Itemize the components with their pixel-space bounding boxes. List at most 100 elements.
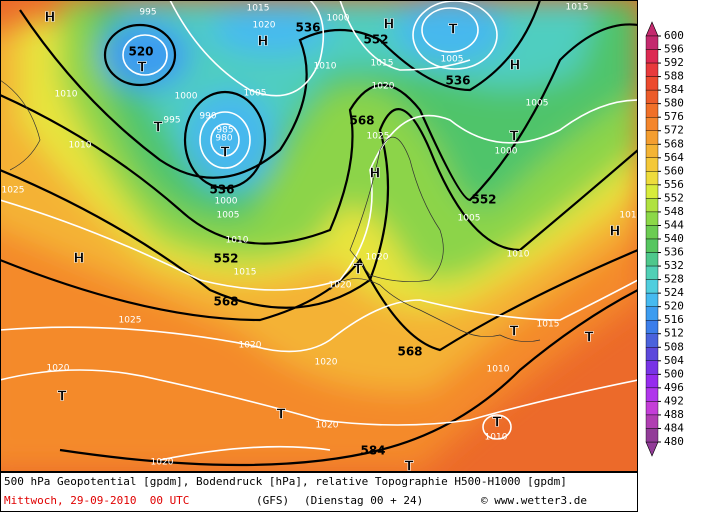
colorbar-label: 536 (664, 246, 684, 259)
map-label: 995 (139, 8, 156, 18)
colorbar-label: 484 (664, 421, 684, 434)
colorbar-label: 580 (664, 97, 684, 110)
map-label: 536 (295, 21, 320, 35)
colorbar-cap (645, 21, 659, 37)
colorbar-swatch (645, 387, 659, 402)
map-label: 1015 (247, 4, 270, 14)
map-label: 1005 (458, 214, 481, 224)
map-label: 990 (199, 112, 216, 122)
geopotential-contours (0, 0, 638, 467)
map-label: 985 (216, 126, 233, 136)
map-label: T (221, 146, 230, 161)
colorbar-swatch (645, 211, 659, 226)
map-label: T (138, 61, 147, 76)
map-label: 1020 (366, 253, 389, 263)
colorbar-swatch (645, 49, 659, 64)
map-label: 1015 (566, 3, 589, 13)
map-label: T (405, 460, 414, 474)
map-label: 1020 (316, 421, 339, 431)
caption-date: Mittwoch, 29-09-2010 00 UTC (4, 494, 190, 507)
colorbar-swatch (645, 103, 659, 118)
map-label: H (258, 35, 269, 50)
colorbar-label: 600 (664, 29, 684, 42)
colorbar-label: 540 (664, 232, 684, 245)
map-label: 1010 (485, 433, 508, 443)
field (0, 0, 638, 472)
colorbar-swatch (645, 428, 659, 443)
colorbar-label: 512 (664, 327, 684, 340)
colorbar-label: 596 (664, 43, 684, 56)
colorbar-swatch (645, 35, 659, 50)
caption-model: (GFS) (256, 494, 290, 507)
map-label: 520 (128, 45, 153, 59)
map-label: 101 (619, 211, 636, 221)
colorbar-label: 492 (664, 394, 684, 407)
map-label: 1005 (441, 55, 464, 65)
caption-line: 500 hPa Geopotential [gpdm], Bodendruck … (4, 475, 567, 488)
map-label: 1025 (2, 186, 25, 196)
map-label: 1000 (495, 147, 518, 157)
colorbar-label: 488 (664, 408, 684, 421)
colorbar-swatch (645, 144, 659, 158)
colorbar-swatch (645, 171, 659, 186)
map-label: 1000 (327, 14, 350, 24)
isobars (0, 0, 638, 461)
map-label: T (510, 130, 519, 145)
map-label: 568 (397, 345, 422, 359)
map-label: 1005 (244, 89, 267, 99)
map-label: T (585, 331, 594, 346)
colorbar-swatch (645, 265, 659, 280)
colorbar-swatch (645, 333, 659, 348)
colorbar-label: 592 (664, 56, 684, 69)
map-label: 1000 (215, 197, 238, 207)
colorbar-swatch (645, 76, 659, 91)
caption-run: (Dienstag 00 + 24) (304, 494, 424, 507)
map-label: 552 (213, 252, 238, 266)
colorbar-swatch (645, 320, 659, 334)
colorbar-label: 572 (664, 124, 684, 137)
colorbar-swatch (645, 252, 659, 267)
map-label: 1015 (371, 59, 394, 69)
colorbar-label: 496 (664, 381, 684, 394)
map-label: 1000 (175, 92, 198, 102)
colorbar-label: 548 (664, 205, 684, 218)
colorbar-label: 532 (664, 259, 684, 272)
colorbar-swatch (645, 374, 659, 389)
colorbar-label: 560 (664, 164, 684, 177)
map-label: 1020 (315, 358, 338, 368)
colorbar-swatch (645, 198, 659, 213)
map-label: H (370, 167, 381, 182)
map-label: 1015 (234, 268, 257, 278)
map-label: H (74, 252, 85, 267)
map-label: 568 (213, 295, 238, 309)
colorbar-swatch (645, 62, 659, 77)
map-label: 568 (349, 114, 374, 128)
colorbar-label: 588 (664, 70, 684, 83)
map-label: 980 (215, 134, 232, 144)
map-label: 1010 (69, 141, 92, 151)
map-label: T (354, 263, 363, 278)
map-label: T (510, 325, 519, 340)
map-label: 536 (445, 74, 470, 88)
colorbar-label: 524 (664, 286, 684, 299)
map-label: 1025 (119, 316, 142, 326)
map-label: T (154, 121, 163, 136)
colorbar-label: 584 (664, 83, 684, 96)
caption-box: 500 hPa Geopotential [gpdm], Bodendruck … (0, 472, 638, 512)
colorbar-swatch (645, 184, 659, 199)
colorbar-swatch (645, 130, 659, 145)
map-label: 584 (360, 444, 385, 458)
colorbar-label: 568 (664, 137, 684, 150)
colorbar-swatch (645, 116, 659, 131)
colorbar-swatch (645, 157, 659, 172)
colorbar-swatch (645, 238, 659, 253)
colorbar-label: 508 (664, 340, 684, 353)
map-label: 1020 (47, 364, 70, 374)
colorbar-label: 552 (664, 191, 684, 204)
map-label: 1005 (526, 99, 549, 109)
map-label: H (510, 59, 521, 74)
colorbar-label: 544 (664, 218, 684, 231)
map-label: 1010 (507, 250, 530, 260)
map-label: 1010 (487, 365, 510, 375)
